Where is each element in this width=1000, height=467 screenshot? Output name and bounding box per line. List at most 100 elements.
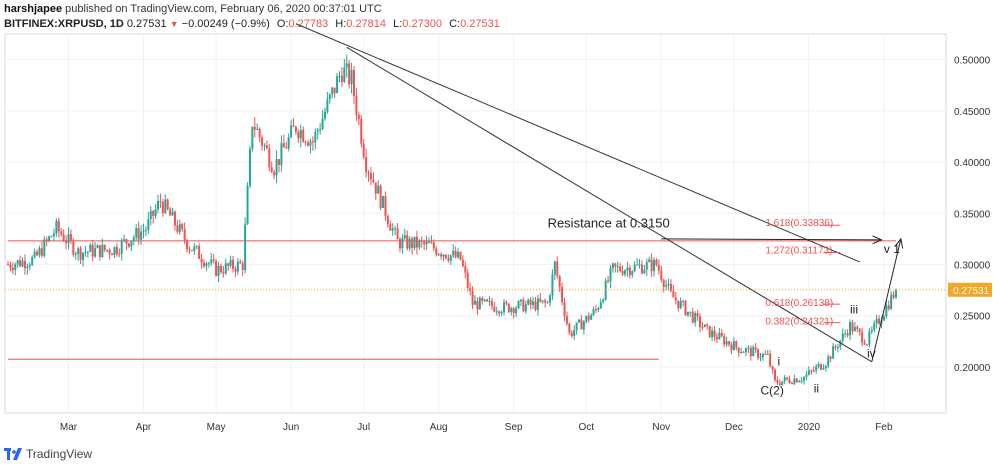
candle-body <box>251 126 254 149</box>
x-tick-label: Jun <box>283 422 299 433</box>
candle-body <box>430 242 433 244</box>
candle-body <box>742 352 745 354</box>
y-tick-label: 0.20000 <box>954 363 991 374</box>
candle-body <box>447 258 450 261</box>
candle-body <box>648 259 651 262</box>
publisher-name[interactable]: harshjapee <box>4 3 63 15</box>
candle-body <box>865 344 868 346</box>
candle-body <box>43 239 46 256</box>
wave-annotation: iii <box>850 303 858 317</box>
candle-body <box>689 311 692 313</box>
wave-annotation: C(2) <box>761 384 784 398</box>
candle-body <box>466 272 469 288</box>
last-price-badge <box>948 282 992 297</box>
candle-body <box>101 244 104 258</box>
candle-body <box>868 331 871 345</box>
candle-body <box>476 300 479 310</box>
candle-body <box>57 220 60 232</box>
candle-body <box>328 94 331 100</box>
candle-body <box>510 308 513 313</box>
candle-body <box>21 260 24 267</box>
candle-body <box>406 235 409 249</box>
candle-body <box>861 331 864 343</box>
candle-body <box>759 357 762 359</box>
y-tick-label: 0.35000 <box>954 209 991 220</box>
fib-label: 0.618(0.26138) <box>765 298 833 309</box>
candle-body <box>655 259 658 266</box>
candle-body <box>11 267 14 271</box>
candle-body <box>856 326 859 329</box>
candle-body <box>261 137 264 146</box>
candle-body <box>65 240 68 243</box>
candle-body <box>594 309 597 311</box>
candle-body <box>766 353 769 355</box>
candle-body <box>662 280 665 287</box>
candle-body <box>580 319 583 330</box>
candle-body <box>614 263 617 267</box>
candle-body <box>725 341 728 345</box>
candle-body <box>849 322 852 336</box>
candle-body <box>302 129 305 142</box>
fib-label: 1.618(0.33836) <box>765 218 833 229</box>
candle-body <box>224 263 227 274</box>
tradingview-logo-icon[interactable] <box>4 447 22 461</box>
candle-body <box>737 347 740 353</box>
candle-body <box>461 259 464 267</box>
candle-body <box>853 326 856 332</box>
candle-body <box>297 131 300 139</box>
candle-body <box>309 141 312 146</box>
candle-body <box>708 325 711 338</box>
candle-body <box>319 129 322 131</box>
x-tick-label: Sep <box>505 422 523 433</box>
candle-body <box>72 240 75 255</box>
candle-body <box>391 228 394 231</box>
candle-body <box>515 308 518 314</box>
candle-body <box>244 224 247 270</box>
candle-body <box>316 130 319 132</box>
candle-body <box>834 346 837 348</box>
candle-body <box>135 228 138 238</box>
candle-body <box>193 246 196 251</box>
candle-body <box>640 264 643 274</box>
candle-body <box>118 253 121 255</box>
candle-body <box>532 301 535 305</box>
high-value: 0.27814 <box>346 18 387 30</box>
candle-body <box>798 381 801 383</box>
candle-body <box>590 315 593 320</box>
candle-body <box>454 250 457 258</box>
candle-body <box>299 129 302 139</box>
last-price: 0.27531 <box>126 18 167 30</box>
candle-body <box>657 265 660 271</box>
candle-body <box>841 333 844 341</box>
candle-body <box>703 324 706 328</box>
candle-body <box>713 330 716 337</box>
publish-info: harshjapee published on TradingView.com,… <box>4 3 382 15</box>
footer-brand[interactable]: TradingView <box>26 447 93 461</box>
y-tick-label: 0.45000 <box>954 107 991 118</box>
candle-body <box>132 237 135 242</box>
candle-body <box>694 313 697 323</box>
symbol-label: BITFINEX:XRPUSD, 1D <box>4 18 124 30</box>
candle-body <box>556 261 559 277</box>
candle-body <box>459 251 462 260</box>
candle-body <box>372 179 375 183</box>
candle-body <box>166 199 169 210</box>
x-tick-label: Aug <box>430 422 448 433</box>
candle-body <box>558 276 561 287</box>
candle-body <box>120 240 123 254</box>
candle-body <box>350 70 353 85</box>
candle-body <box>161 202 164 213</box>
candle-body <box>258 128 261 138</box>
low-value: 0.27300 <box>402 18 443 30</box>
candle-body <box>607 280 610 282</box>
candle-body <box>234 268 237 272</box>
candle-body <box>423 241 426 245</box>
candle-body <box>793 378 796 384</box>
candle-body <box>277 159 280 165</box>
candle-body <box>536 298 539 310</box>
candle-body <box>645 261 648 270</box>
candle-body <box>273 172 276 176</box>
fib-label: 1.272(0.31173) <box>765 246 832 257</box>
candle-body <box>832 346 835 359</box>
